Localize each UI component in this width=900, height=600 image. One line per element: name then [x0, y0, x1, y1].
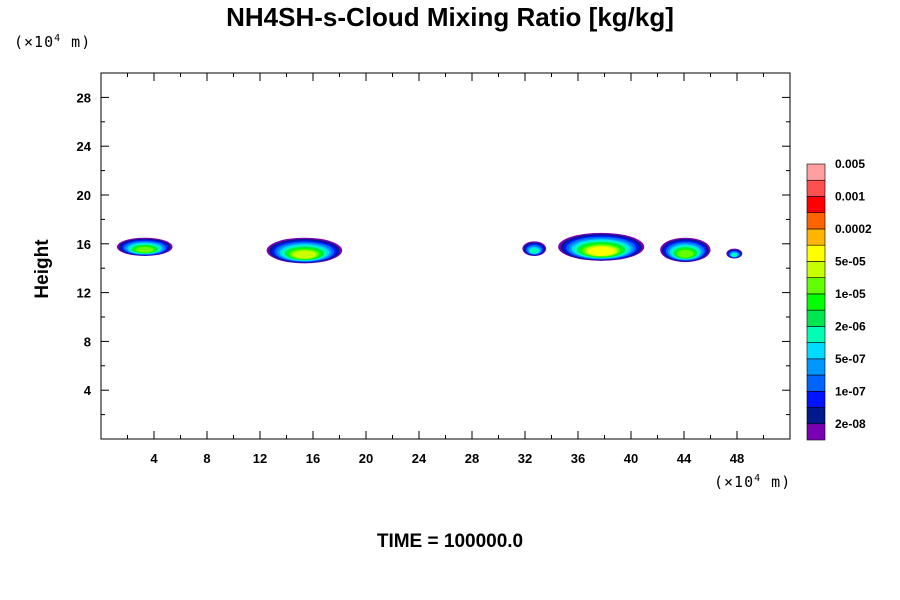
cloud-contour — [731, 253, 738, 257]
colorbar-swatch — [806, 342, 826, 360]
colorbar-swatch — [806, 293, 826, 311]
x-tick-label: 4 — [150, 451, 158, 466]
cloud-contour — [292, 250, 317, 259]
cloud-layer — [522, 241, 547, 256]
chart-title: NH4SH-s-Cloud Mixing Ratio [kg/kg] — [226, 2, 674, 32]
cloud-contour — [135, 246, 154, 253]
colorbar-label: 0.0002 — [835, 222, 872, 236]
cloud-contour — [530, 248, 539, 254]
x-tick-label: 8 — [203, 451, 210, 466]
colorbar-swatch — [806, 423, 826, 441]
colorbar-swatch — [806, 326, 826, 343]
cloud-layer — [116, 237, 173, 256]
x-tick-label: 36 — [571, 451, 585, 466]
x-tick-label: 12 — [253, 451, 267, 466]
colorbar-swatch — [806, 212, 826, 230]
x-tick-label: 40 — [624, 451, 638, 466]
cloud-layer-group — [116, 232, 743, 264]
colorbar-label: 0.005 — [835, 157, 865, 171]
colorbar-swatch — [806, 277, 826, 295]
y-tick-label: 4 — [84, 383, 92, 398]
cloud-layer — [726, 248, 743, 259]
colorbar-swatch — [806, 196, 826, 214]
cloud-layer — [266, 237, 343, 264]
y-tick-label: 28 — [77, 90, 91, 105]
cloud-contour — [677, 249, 694, 258]
cloud-layer — [660, 237, 711, 263]
colorbar-label: 1e-07 — [835, 384, 866, 398]
time-label: TIME = 100000.0 — [376, 531, 524, 552]
colorbar-swatch — [806, 163, 826, 181]
x-tick-label: 48 — [730, 451, 744, 466]
x-tick-label: 44 — [677, 451, 692, 466]
x-tick-label: 28 — [465, 451, 479, 466]
colorbar-legend: 2e-08 1e-07 5e-07 2e-06 1e-05 5e-05 0.0002 0.00… — [806, 157, 872, 441]
colorbar-label: 1e-05 — [835, 287, 866, 301]
y-tick-label: 16 — [77, 237, 91, 252]
x-axis-unit: (×104 m) — [714, 473, 792, 491]
y-tick-label: 20 — [77, 188, 91, 203]
x-tick-label: 16 — [306, 451, 320, 466]
colorbar-swatch — [806, 244, 826, 262]
colorbar-label: 2e-08 — [835, 417, 866, 431]
colorbar-label: 5e-05 — [835, 254, 866, 268]
colorbar-swatch — [806, 358, 826, 376]
cloud-layer — [558, 232, 645, 261]
colorbar-swatch — [806, 179, 826, 197]
y-tick-label: 8 — [84, 334, 91, 349]
colorbar-label: 2e-06 — [835, 319, 866, 333]
colorbar-label: 5e-07 — [835, 352, 866, 366]
colorbar-swatch — [806, 374, 826, 392]
colorbar-swatch — [806, 261, 826, 278]
y-axis-unit: (×104 m) — [14, 33, 92, 51]
colorbar-label: 0.001 — [835, 189, 865, 203]
colorbar-swatch — [806, 309, 826, 327]
y-tick-label: 12 — [77, 286, 91, 301]
x-tick-label: 32 — [518, 451, 532, 466]
colorbar-swatch — [806, 228, 826, 246]
y-tick-label: 24 — [77, 139, 92, 154]
cloud-contour — [587, 246, 615, 256]
colorbar-swatch — [806, 390, 826, 408]
x-tick-label: 20 — [359, 451, 373, 466]
colorbar-swatch — [806, 407, 826, 425]
x-tick-label: 24 — [412, 451, 427, 466]
